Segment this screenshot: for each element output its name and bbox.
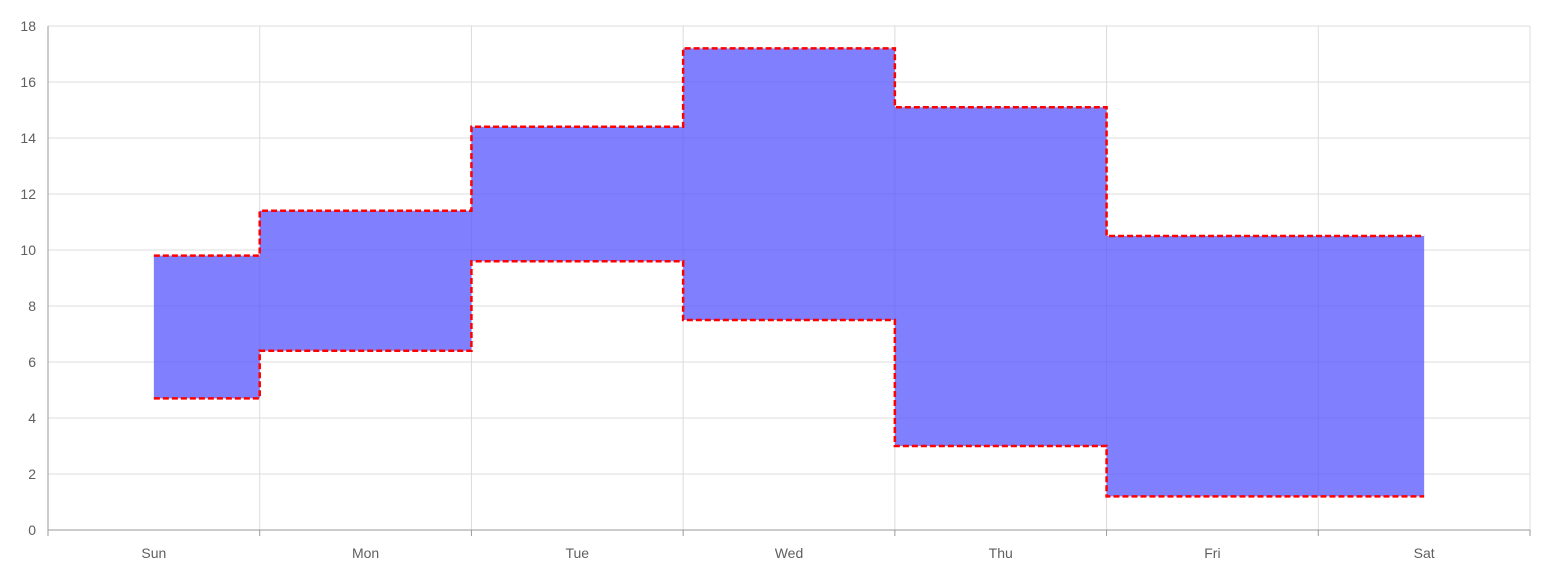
- y-tick-label: 16: [20, 74, 36, 90]
- x-tick-label: Sat: [1414, 545, 1435, 561]
- x-tick-label: Wed: [775, 545, 804, 561]
- plot-area: [153, 47, 1425, 498]
- x-tick-label: Mon: [352, 545, 379, 561]
- y-tick-label: 0: [28, 522, 36, 538]
- x-tick-label: Thu: [989, 545, 1013, 561]
- y-tick-label: 10: [20, 242, 36, 258]
- y-tick-label: 12: [20, 186, 36, 202]
- y-tick-label: 8: [28, 298, 36, 314]
- axes: [47, 26, 1531, 536]
- y-tick-label: 18: [20, 18, 36, 34]
- x-tick-label: Tue: [565, 545, 589, 561]
- y-tick-label: 2: [28, 466, 36, 482]
- y-tick-label: 6: [28, 354, 36, 370]
- y-tick-label: 14: [20, 130, 36, 146]
- range-area-fill: [153, 48, 1425, 497]
- x-tick-label: Fri: [1204, 545, 1220, 561]
- range-low-line: [153, 259, 1425, 498]
- y-tick-label: 4: [28, 410, 36, 426]
- tick-labels: 0 2 4 6 8 10 12 14 16 18 Sun Mon Tue Wed Thu Fri Sat: [20, 18, 1434, 561]
- x-tick-label: Sun: [141, 545, 166, 561]
